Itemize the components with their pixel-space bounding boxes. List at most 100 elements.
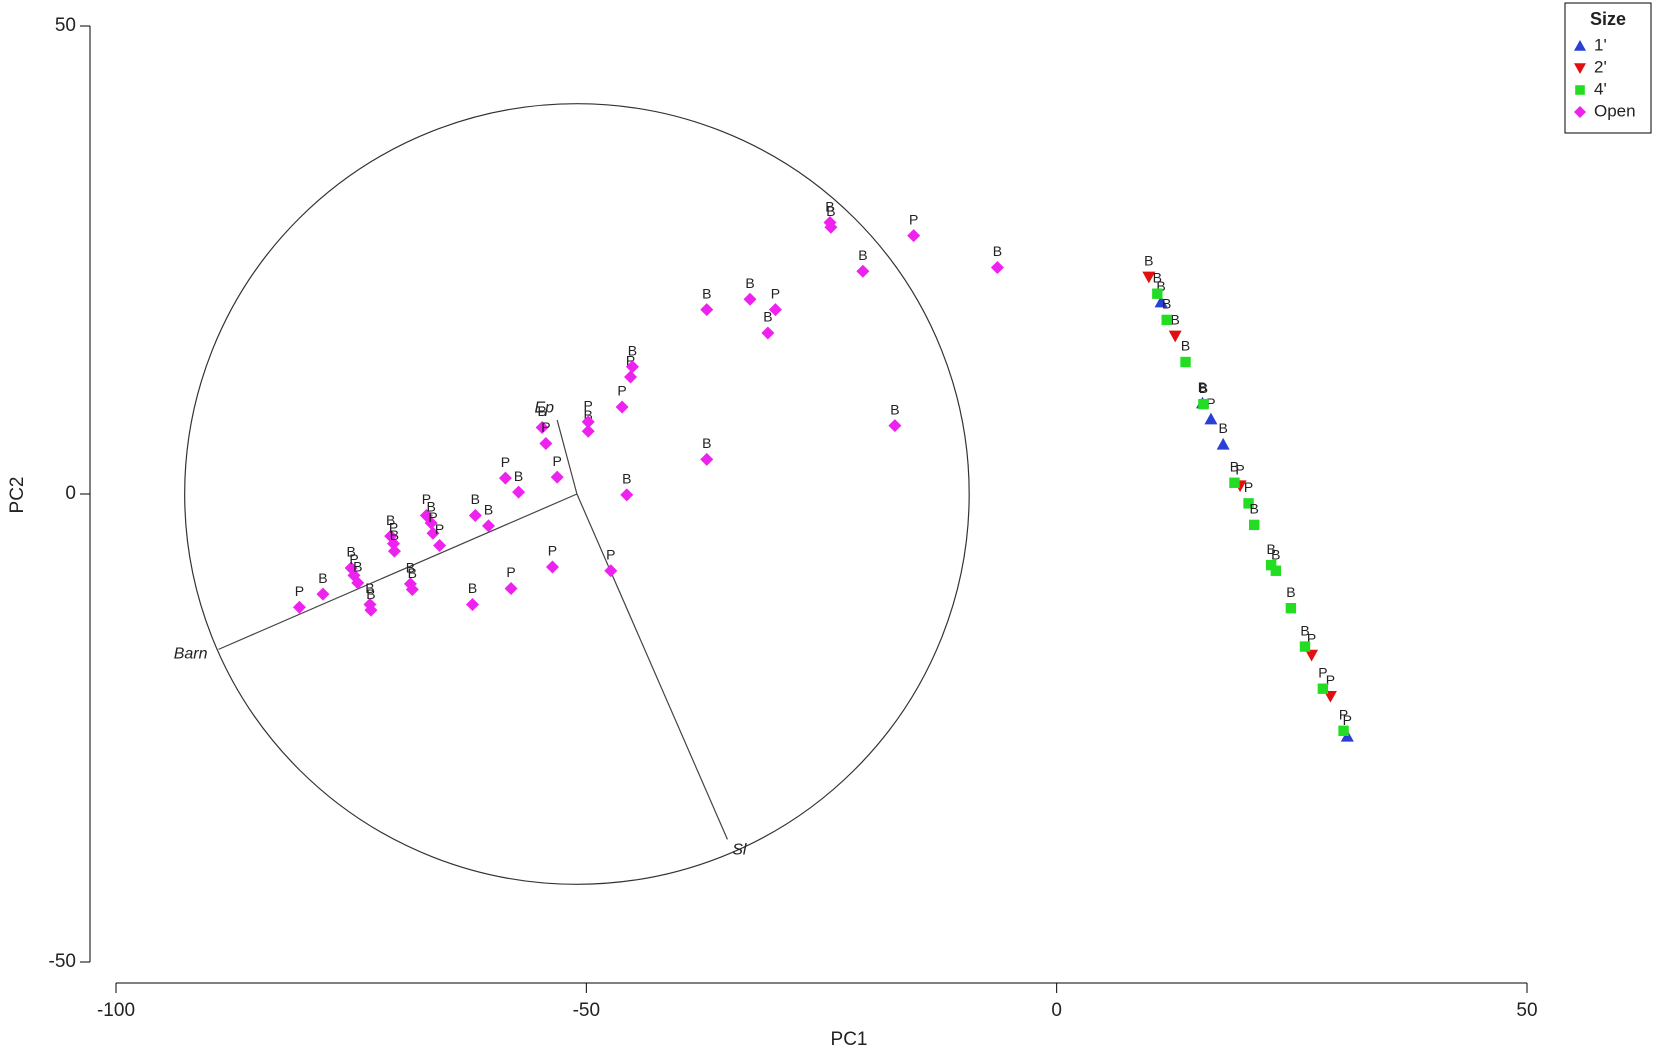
point	[1216, 437, 1230, 450]
point	[1152, 288, 1163, 299]
point-label: P	[617, 383, 626, 399]
point	[581, 415, 595, 429]
point	[1249, 519, 1260, 531]
point	[907, 229, 921, 243]
point-label: B	[628, 342, 637, 358]
point	[1299, 641, 1311, 652]
point-label: B	[365, 580, 374, 596]
point-label: B	[1250, 501, 1259, 517]
point-label: B	[1198, 379, 1207, 395]
legend-label: 4'	[1594, 79, 1607, 98]
point	[990, 260, 1004, 274]
point-label: B	[826, 203, 835, 219]
point-label: P	[1343, 712, 1352, 728]
point	[386, 537, 400, 551]
point-label: B	[584, 407, 593, 423]
point	[700, 303, 714, 317]
point-label: B	[702, 435, 711, 451]
point	[1154, 295, 1168, 308]
point	[1270, 565, 1282, 576]
legend-label: 1'	[1594, 35, 1607, 54]
point-label: P	[1206, 395, 1215, 411]
point-label: B	[825, 198, 834, 214]
point	[539, 436, 553, 450]
point-label: B	[1144, 253, 1153, 269]
point	[433, 538, 447, 552]
point	[1198, 398, 1209, 410]
point-label: P	[1339, 707, 1348, 723]
point	[1180, 356, 1191, 368]
point-label: B	[1171, 312, 1180, 328]
point	[888, 419, 902, 433]
point-label: B	[390, 527, 399, 543]
point	[482, 519, 496, 533]
legend-marker	[1575, 85, 1585, 95]
point-label: B	[890, 401, 899, 417]
point-label: P	[771, 285, 780, 301]
point-label: P	[1326, 672, 1335, 688]
point	[292, 600, 306, 614]
point-label: B	[858, 247, 867, 263]
point	[824, 220, 838, 234]
x-tick-label: -50	[573, 1000, 600, 1021]
point-label: B	[1271, 546, 1280, 562]
point-label: B	[366, 586, 375, 602]
y-tick-label: 50	[55, 15, 76, 36]
point-label: P	[349, 551, 358, 567]
legend-title: Size	[1590, 9, 1626, 29]
point	[856, 264, 870, 278]
point	[620, 488, 634, 502]
point-label: B	[471, 491, 480, 507]
vector-label: Barn	[174, 645, 208, 662]
point-label: B	[386, 512, 395, 528]
point	[1168, 330, 1182, 343]
legend-marker	[1574, 40, 1586, 51]
point-label: P	[1307, 631, 1316, 647]
point-label: B	[408, 565, 417, 581]
point-label: B	[537, 403, 546, 419]
point	[535, 421, 549, 435]
point-label: B	[745, 275, 754, 291]
loading-vector	[218, 493, 578, 650]
x-tick-label: 0	[1051, 1000, 1062, 1021]
point-label: P	[389, 519, 398, 535]
point	[351, 576, 365, 590]
point-label: B	[346, 544, 355, 560]
point-label: P	[606, 546, 615, 562]
x-tick-label: 50	[1516, 1000, 1537, 1021]
point-label: B	[514, 468, 523, 484]
point-label: P	[553, 453, 562, 469]
point	[625, 360, 639, 374]
point	[1265, 559, 1277, 571]
point-label: B	[702, 285, 711, 301]
point	[1204, 412, 1218, 425]
point	[1338, 725, 1349, 737]
point-label: P	[541, 419, 550, 435]
point	[1323, 690, 1337, 703]
point	[316, 587, 330, 601]
point-label: B	[993, 243, 1002, 259]
point	[512, 485, 526, 499]
y-tick-label: -50	[49, 951, 76, 972]
point-label: B	[1286, 584, 1295, 600]
point-label: P	[548, 543, 557, 559]
point	[498, 471, 512, 485]
legend-marker	[1574, 106, 1586, 118]
point-label: B	[1266, 541, 1275, 557]
point	[1229, 477, 1240, 488]
point-label: B	[622, 471, 631, 487]
point-label: B	[426, 499, 435, 515]
point-label: P	[584, 398, 593, 414]
point-label: P	[626, 353, 635, 369]
point-label: P	[422, 491, 431, 507]
point	[1161, 314, 1172, 326]
point	[624, 370, 638, 384]
point	[604, 564, 618, 578]
point-label: B	[1300, 622, 1309, 638]
point	[700, 452, 714, 466]
legend-marker	[1574, 63, 1586, 74]
point-label: B	[353, 559, 362, 575]
point	[743, 292, 757, 306]
point	[1243, 498, 1254, 509]
point-label: P	[501, 454, 510, 470]
